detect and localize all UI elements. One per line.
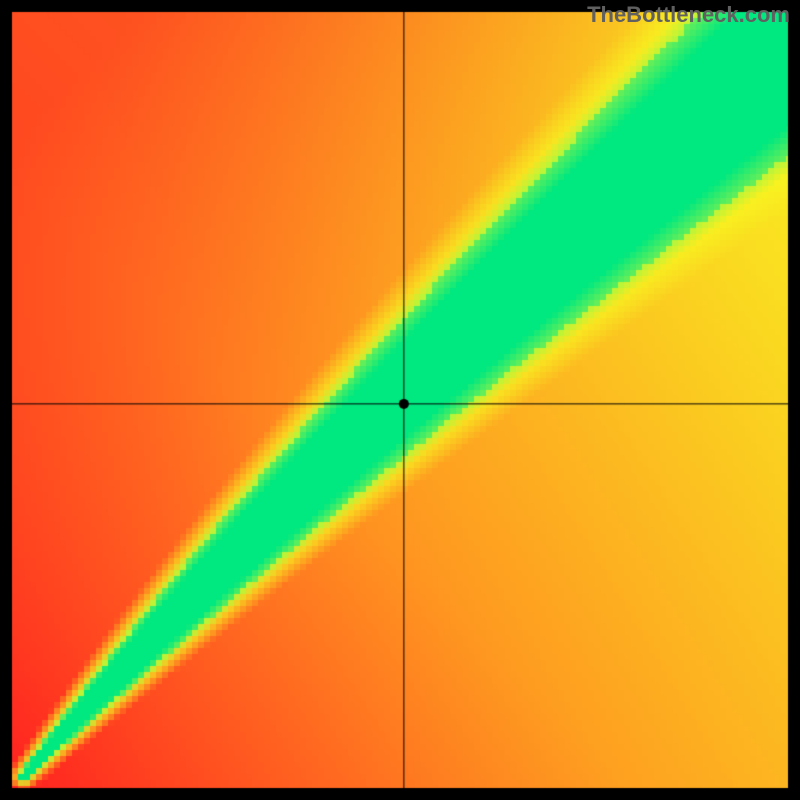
watermark-text: TheBottleneck.com [587, 2, 790, 28]
heatmap-canvas [0, 0, 800, 800]
chart-container: TheBottleneck.com [0, 0, 800, 800]
